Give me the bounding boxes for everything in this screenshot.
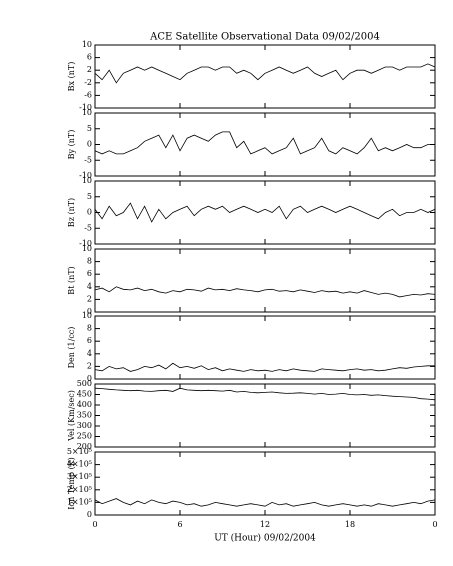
y-tick-label: 0 — [87, 140, 92, 149]
y-tick-label: 10 — [82, 244, 92, 253]
panel-frame — [94, 44, 436, 109]
y-axis-label: Den (1/cc) — [67, 327, 76, 369]
data-line — [94, 131, 435, 155]
x-axis-label: UT (Hour) 09/02/2004 — [214, 533, 316, 544]
data-line — [94, 63, 436, 84]
x-tick-label: 6 — [177, 520, 182, 529]
panel-frame — [94, 112, 436, 177]
y-tick-label: -10 — [79, 239, 92, 248]
y-tick-label: 250 — [77, 432, 92, 441]
y-tick-label: 5 — [87, 192, 92, 201]
y-axis-label: Bt (nT) — [67, 266, 76, 294]
y-axis-label: Vel (Km/sec) — [67, 390, 76, 442]
y-tick-label: -10 — [79, 103, 92, 112]
y-axis-label: Bx (nT) — [67, 62, 76, 92]
y-tick-label: 200 — [77, 442, 92, 451]
y-tick-label: 2 — [87, 294, 92, 303]
y-tick-label: -2 — [84, 78, 92, 87]
y-tick-label: 6 — [87, 336, 92, 345]
panel-frame — [94, 180, 436, 245]
x-tick-label: 18 — [345, 520, 355, 529]
y-tick-label: 2 — [87, 361, 92, 370]
y-tick-label: 4 — [87, 282, 92, 291]
y-tick-label: 0 — [87, 307, 92, 316]
panel-frame — [94, 315, 436, 380]
y-tick-label: 450 — [77, 390, 92, 399]
y-tick-label: -6 — [84, 90, 92, 99]
y-tick-label: 6 — [87, 269, 92, 278]
y-tick-label: -10 — [79, 171, 92, 180]
y-tick-label: 10 — [82, 108, 92, 117]
y-tick-label: 8 — [87, 257, 92, 266]
y-tick-label: 400 — [77, 400, 92, 409]
y-tick-label: 300 — [77, 421, 92, 430]
y-tick-label: -5 — [84, 155, 92, 164]
y-axis-label: By (nT) — [67, 130, 76, 160]
data-line — [94, 498, 436, 507]
y-tick-label: 0 — [87, 208, 92, 217]
data-line — [94, 286, 436, 298]
y-tick-label: 10 — [82, 176, 92, 185]
y-tick-label: 5×10⁵ — [67, 447, 92, 456]
y-tick-label: 500 — [77, 379, 92, 388]
y-tick-label: 2 — [87, 65, 92, 74]
y-tick-label: 6 — [87, 53, 92, 62]
panel-frame — [94, 383, 436, 448]
data-line — [94, 202, 436, 223]
y-tick-label: 1×10⁵ — [67, 497, 92, 506]
x-tick-label: 0 — [432, 520, 437, 529]
y-tick-label: 8 — [87, 324, 92, 333]
y-tick-label: 4 — [87, 349, 92, 358]
chart-title: ACE Satellite Observational Data 09/02/2… — [149, 32, 380, 43]
y-tick-label: 10 — [82, 40, 92, 49]
y-tick-label: 10 — [82, 311, 92, 320]
y-axis-label: Bz (nT) — [67, 198, 76, 227]
y-axis-label: Ion Temp (K) — [67, 457, 76, 510]
y-tick-label: 2×10⁵ — [67, 485, 92, 494]
y-tick-label: -5 — [84, 223, 92, 232]
x-tick-label: 12 — [260, 520, 270, 529]
y-tick-label: 5 — [87, 124, 92, 133]
panel-frame — [94, 248, 436, 313]
x-tick-label: 0 — [92, 520, 97, 529]
data-line — [94, 387, 436, 401]
y-tick-label: 3×10⁵ — [67, 472, 92, 481]
y-tick-label: 0 — [87, 510, 92, 519]
y-tick-label: 0 — [87, 374, 92, 383]
panel-frame — [94, 451, 436, 516]
y-tick-label: 350 — [77, 411, 92, 420]
data-line — [94, 362, 435, 372]
y-tick-label: 4×10⁵ — [67, 460, 92, 469]
